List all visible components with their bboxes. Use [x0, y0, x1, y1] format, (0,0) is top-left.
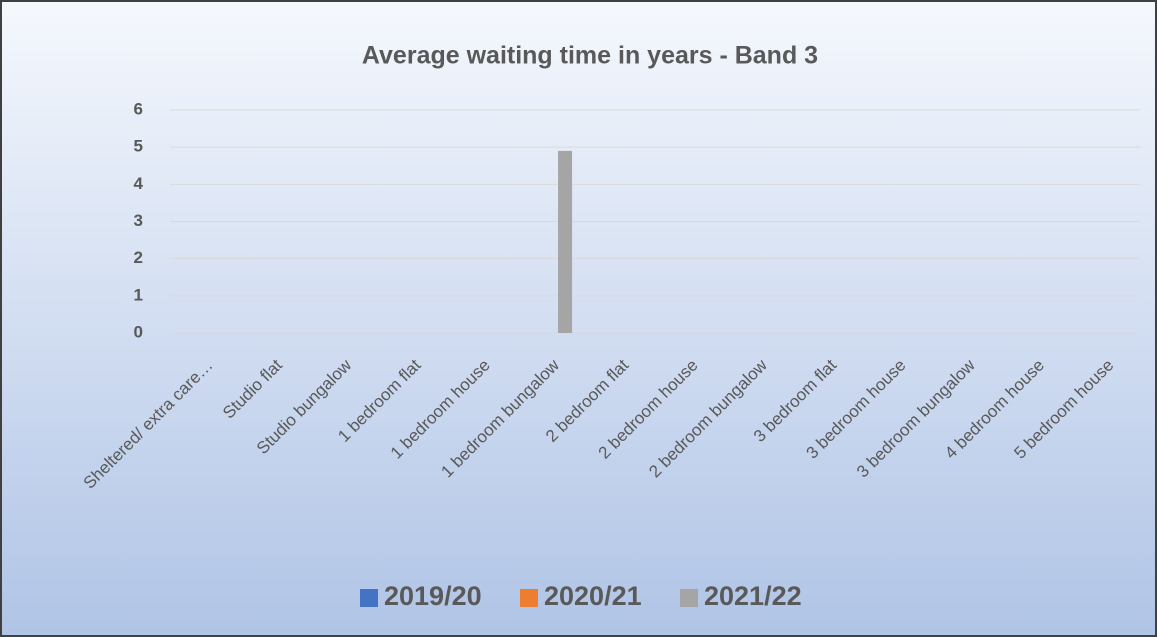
y-tick-label: 5 [134, 137, 143, 156]
y-tick-label: 3 [134, 211, 143, 230]
y-tick-label: 1 [134, 285, 143, 304]
legend-swatch [360, 589, 378, 607]
legend-label: 2019/20 [384, 581, 482, 611]
y-tick-label: 0 [134, 322, 143, 341]
chart-title: Average waiting time in years - Band 3 [362, 42, 818, 70]
y-tick-label: 4 [134, 174, 144, 193]
y-tick-label: 6 [134, 99, 143, 118]
legend-label: 2020/21 [544, 581, 642, 611]
bar [558, 150, 573, 333]
legend-label: 2021/22 [704, 581, 802, 611]
legend-swatch [680, 589, 698, 607]
y-tick-label: 2 [134, 248, 143, 267]
legend-swatch [520, 589, 538, 607]
